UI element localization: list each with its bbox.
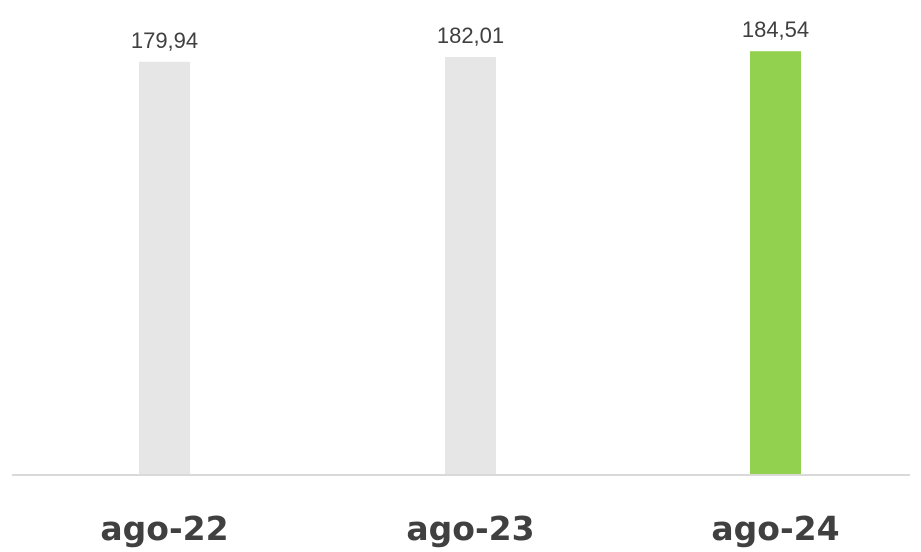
value-label-ago-23: 182,01 [437,23,504,48]
bar-ago-23 [445,57,496,476]
bar-ago-24 [750,51,801,475]
bar-ago-22 [139,61,190,475]
category-label-ago-22: ago-22 [100,509,228,548]
value-label-ago-24: 184,54 [742,17,809,42]
value-label-ago-22: 179,94 [131,28,198,53]
bars-group [139,51,801,476]
category-label-ago-23: ago-23 [406,509,534,548]
category-label-ago-24: ago-24 [711,509,839,548]
value-labels-group: 179,94 182,01 184,54 [131,17,809,53]
category-labels-group: ago-22 ago-23 ago-24 [100,509,839,548]
